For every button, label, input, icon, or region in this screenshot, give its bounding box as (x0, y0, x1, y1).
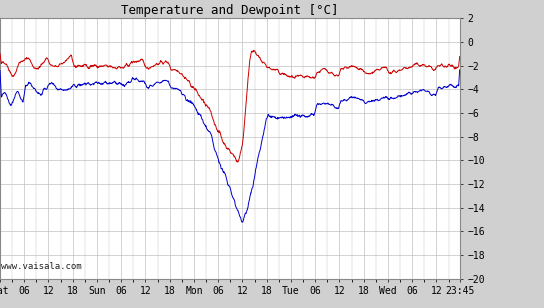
Title: Temperature and Dewpoint [°C]: Temperature and Dewpoint [°C] (121, 4, 338, 17)
Text: www.vaisala.com: www.vaisala.com (2, 262, 82, 271)
